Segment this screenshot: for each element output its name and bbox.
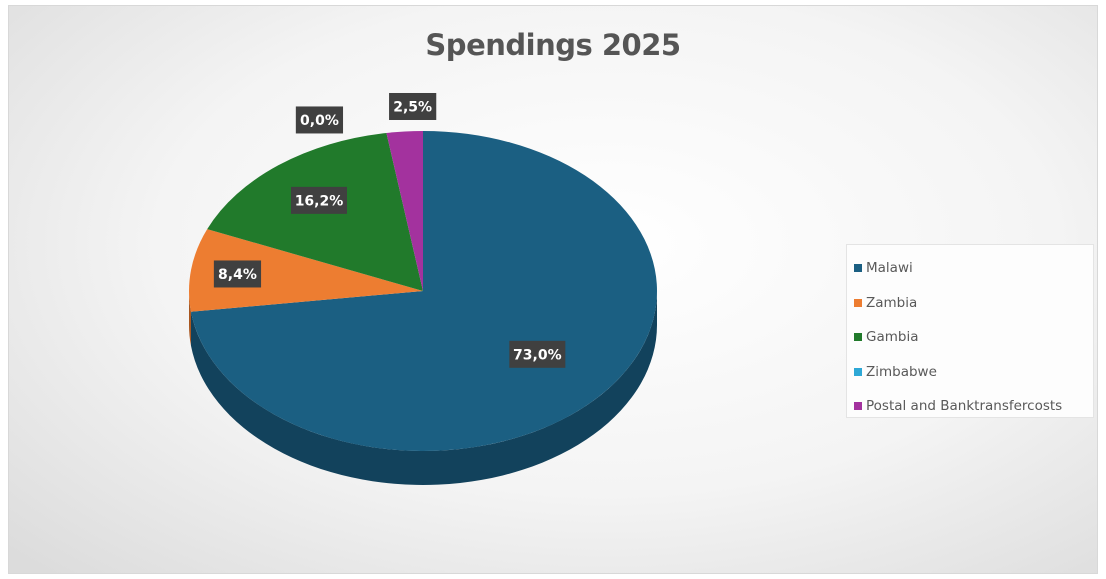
legend-item-gambia: Gambia (854, 320, 1093, 355)
legend-swatch (854, 298, 862, 307)
pie-slice-zambia (189, 229, 423, 312)
data-label-box (290, 186, 347, 214)
pie-side-malawi (190, 291, 657, 486)
legend-item-malawi: Malawi (854, 251, 1093, 286)
data-label-text: 2,5% (393, 99, 432, 115)
data-label-gambia: 16,2% (290, 186, 347, 214)
legend-swatch (854, 367, 862, 376)
legend-label: Malawi (866, 260, 913, 277)
pie-slice-postal-and-banktransfercosts (386, 131, 423, 291)
legend-label: Zambia (866, 294, 918, 311)
legend-swatch (854, 402, 862, 411)
pie-side-zambia (189, 291, 191, 346)
pie-slice-malawi (190, 131, 658, 451)
data-label-text: 16,2% (295, 193, 344, 209)
legend-label: Gambia (866, 329, 919, 346)
data-label-zambia: 8,4% (213, 260, 262, 288)
data-label-box (213, 260, 262, 288)
data-label-text: 8,4% (218, 267, 257, 283)
pie-sides (189, 291, 657, 486)
legend-item-zimbabwe: Zimbabwe (854, 355, 1093, 390)
data-label-box (389, 92, 437, 120)
legend-swatch (854, 264, 862, 273)
data-label-text: 0,0% (300, 113, 339, 129)
pie-top (189, 131, 658, 451)
legend-label: Postal and Banktransfercosts (866, 398, 1063, 415)
legend-item-postal-and-banktransfercosts: Postal and Banktransfercosts (854, 389, 1093, 424)
pie-labels: 73,0% 8,4% 16,2% 0,0% 2,5% (213, 92, 566, 368)
data-label-box (509, 340, 566, 368)
legend-item-zambia: Zambia (854, 286, 1093, 321)
data-label-text: 73,0% (513, 347, 562, 363)
data-label-postal-and-banktransfercosts: 2,5% (389, 92, 437, 120)
chart-title: Spendings 2025 (425, 28, 681, 62)
legend-swatch (854, 333, 862, 342)
legend-label: Zimbabwe (866, 363, 937, 380)
data-label-box (295, 106, 344, 134)
data-label-zimbabwe: 0,0% (295, 106, 344, 134)
data-label-malawi: 73,0% (509, 340, 566, 368)
legend: Malawi Zambia Gambia Zimbabwe Postal and Ban… (846, 244, 1094, 418)
